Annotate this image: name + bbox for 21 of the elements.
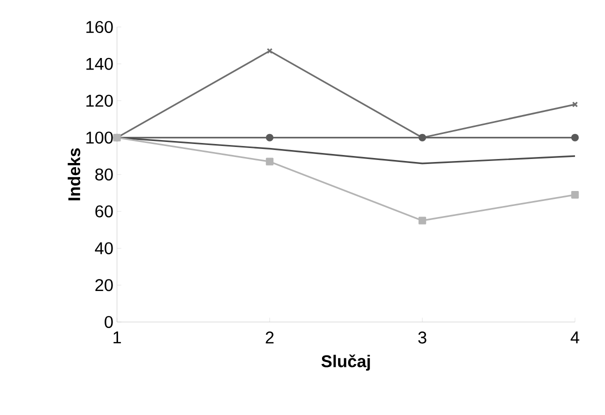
y-tick-label: 120 <box>86 94 113 107</box>
x-tick-label: 4 <box>570 332 580 344</box>
point <box>266 158 274 166</box>
y-tick-label: 160 <box>86 20 113 34</box>
point <box>266 48 273 54</box>
y-axis-title: Indeks <box>68 148 80 200</box>
y-tick-label: 0 <box>104 316 113 328</box>
y-tick-label: 40 <box>94 242 113 254</box>
point <box>266 134 274 142</box>
y-tick-label: 80 <box>95 168 113 181</box>
x-tick-label: 2 <box>266 332 274 344</box>
y-tick-label: 140 <box>86 58 113 70</box>
y-tick-label: 20 <box>95 279 113 292</box>
y-tick-label: 100 <box>86 132 113 144</box>
point <box>571 134 579 142</box>
point <box>571 190 579 199</box>
x-tick-label: 1 <box>114 332 121 344</box>
x-tick-label: 3 <box>418 332 426 344</box>
point <box>418 216 426 224</box>
y-tick-label: 60 <box>95 205 113 218</box>
x-axis-title: Slučaj <box>321 354 370 371</box>
